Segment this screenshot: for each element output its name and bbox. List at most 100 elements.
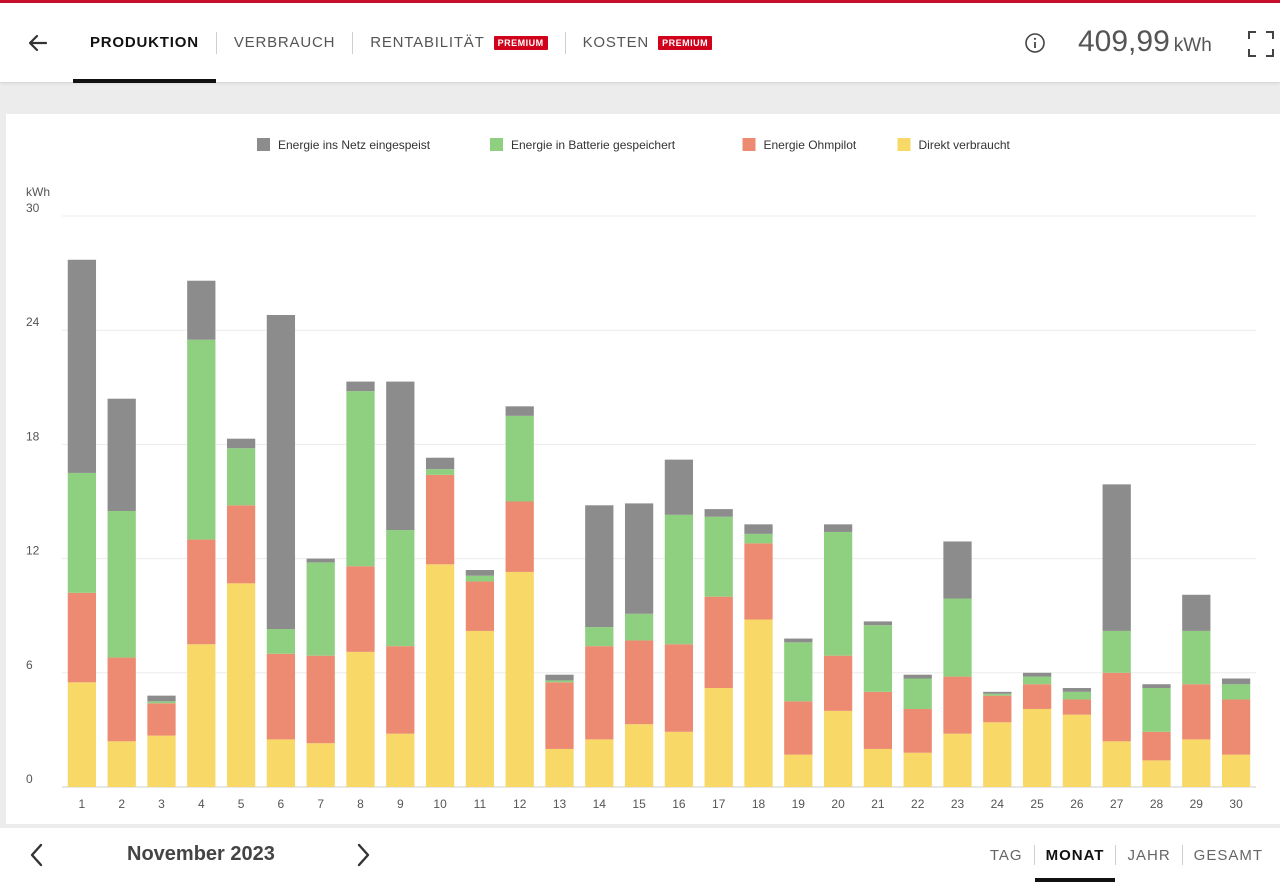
bar-segment — [903, 674, 932, 679]
bar-segment — [346, 651, 375, 787]
legend-label: Energie ins Netz eingespeist — [278, 138, 431, 152]
bar-segment — [903, 708, 932, 753]
bar-segment — [704, 688, 733, 787]
y-tick-label: 24 — [26, 315, 40, 329]
bar-segment — [147, 701, 176, 704]
legend-label: Energie Ohmpilot — [764, 138, 857, 152]
bar-segment — [386, 381, 415, 531]
x-tick-label: 11 — [474, 797, 487, 811]
x-tick-label: 21 — [871, 797, 885, 811]
bar-segment — [1221, 684, 1251, 700]
bar-segment — [983, 722, 1012, 787]
bar-segment — [863, 621, 893, 626]
bar-segment — [624, 613, 654, 641]
x-tick-label: 16 — [672, 797, 686, 811]
tab-produktion[interactable]: PRODUKTION — [73, 3, 216, 83]
y-tick-label: 12 — [26, 544, 40, 558]
bar-segment — [107, 511, 136, 658]
bar-segment — [425, 564, 455, 787]
bar-segment — [1062, 699, 1092, 715]
bar-segment — [983, 693, 1012, 696]
x-tick-label: 4 — [198, 797, 205, 811]
bar-segment — [823, 524, 853, 532]
bar-segment — [425, 457, 455, 470]
bar-segment — [1182, 739, 1211, 787]
bar-segment — [943, 733, 972, 787]
legend-swatch — [257, 138, 270, 151]
bar-segment — [823, 655, 853, 711]
range-tag[interactable]: TAG — [989, 846, 1023, 864]
tab-divider — [215, 31, 217, 54]
bar-segment — [784, 701, 813, 755]
bar-segment — [465, 575, 495, 582]
bar-segment — [187, 644, 216, 787]
bar-segment — [1022, 708, 1052, 787]
bar-segment — [465, 581, 495, 631]
bar-segment — [1062, 714, 1092, 787]
bar-segment — [67, 259, 97, 473]
bar-segment — [664, 459, 694, 515]
tab-bar: PRODUKTION VERBRAUCH RENTABILITÄT PREMIU… — [73, 3, 729, 83]
premium-badge: PREMIUM — [493, 35, 548, 50]
bar-segment — [664, 731, 694, 787]
bar-segment — [425, 469, 455, 475]
x-tick-label: 19 — [792, 797, 806, 811]
bar-segment — [266, 314, 296, 630]
bar-segment — [147, 695, 176, 702]
x-tick-label: 1 — [79, 797, 86, 811]
bar-segment — [266, 629, 296, 654]
bar-segment — [67, 472, 97, 593]
range-gesamt[interactable]: GESAMT — [1193, 846, 1263, 864]
range-jahr[interactable]: JAHR — [1127, 846, 1171, 864]
x-tick-label: 6 — [278, 797, 285, 811]
bar-segment — [624, 503, 654, 614]
info-icon[interactable] — [1024, 32, 1046, 54]
bar-segment — [664, 644, 694, 732]
y-tick-label: 30 — [26, 201, 40, 215]
tab-kosten[interactable]: KOSTEN PREMIUM — [566, 3, 729, 82]
bar-segment — [784, 642, 813, 702]
x-tick-label: 30 — [1229, 797, 1243, 811]
bar-segment — [1102, 484, 1131, 631]
legend-swatch — [742, 138, 756, 151]
range-monat[interactable]: MONAT — [1034, 828, 1116, 882]
fullscreen-icon[interactable] — [1247, 30, 1275, 58]
bar-segment — [425, 474, 455, 565]
tab-verbrauch[interactable]: VERBRAUCH — [217, 3, 352, 82]
bar-segment — [704, 516, 733, 597]
bar-segment — [823, 531, 853, 656]
bar-segment — [1221, 754, 1251, 787]
bar-segment — [147, 735, 176, 787]
tab-rentabilitaet[interactable]: RENTABILITÄT PREMIUM — [353, 3, 564, 82]
bar-segment — [1102, 741, 1131, 787]
bar-segment — [784, 754, 813, 787]
bar-segment — [823, 710, 853, 787]
bar-segment — [545, 680, 574, 683]
bar-segment — [1221, 699, 1251, 755]
x-tick-label: 12 — [513, 797, 527, 811]
x-tick-label: 18 — [752, 797, 766, 811]
bar-segment — [585, 739, 614, 787]
bar-segment — [306, 558, 335, 563]
period-label: November 2023 — [127, 843, 275, 865]
bar-segment — [187, 280, 216, 340]
legend-label: Energie in Batterie gespeichert — [511, 138, 676, 152]
back-arrow-icon[interactable] — [22, 27, 54, 59]
bar-segment — [1182, 630, 1211, 685]
x-tick-label: 2 — [118, 797, 125, 811]
bar-segment — [107, 398, 136, 512]
bar-segment — [943, 676, 972, 734]
bar-segment — [1022, 684, 1052, 709]
bar-segment — [465, 570, 495, 576]
x-tick-label: 25 — [1030, 797, 1044, 811]
range-divider — [1115, 845, 1117, 865]
bar-segment — [704, 509, 733, 517]
chevron-left-icon[interactable] — [22, 840, 52, 870]
bar-segment — [187, 539, 216, 645]
bar-segment — [983, 691, 1012, 694]
bar-segment — [346, 381, 375, 392]
bar-segment — [67, 682, 97, 787]
chevron-right-icon[interactable] — [348, 840, 378, 870]
bar-segment — [1062, 691, 1092, 700]
x-tick-label: 28 — [1150, 797, 1164, 811]
